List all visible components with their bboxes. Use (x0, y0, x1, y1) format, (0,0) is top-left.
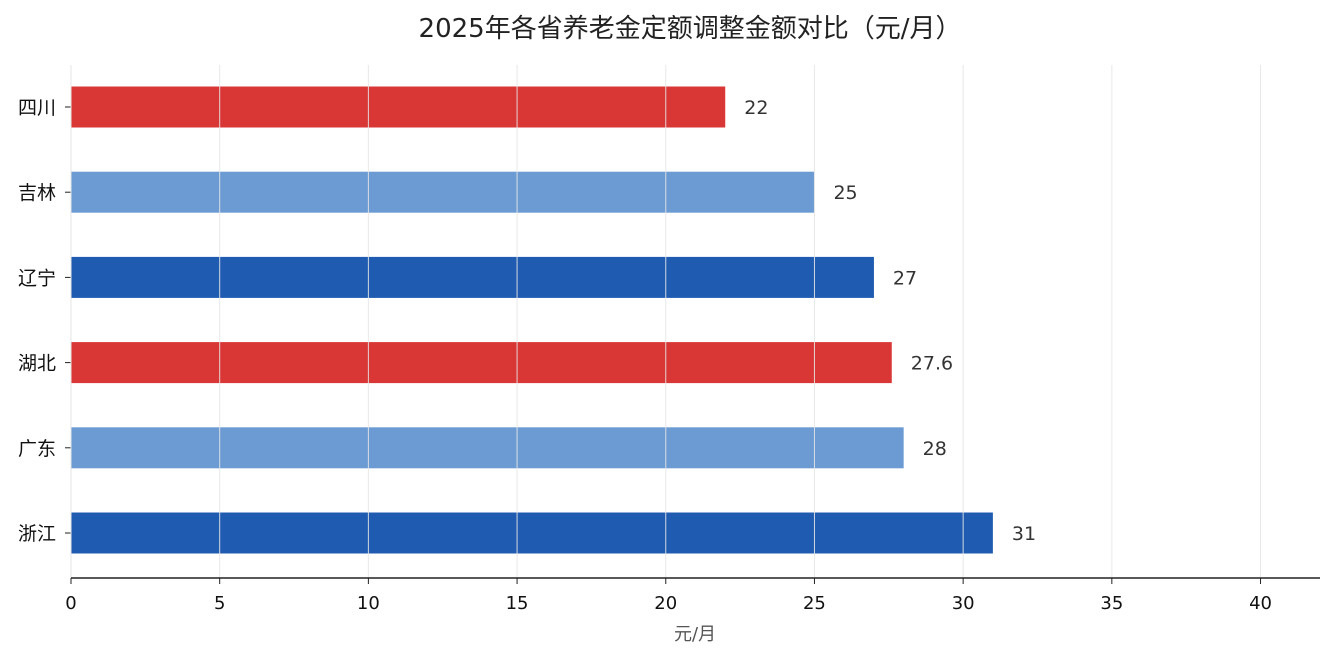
x-tick-label-8: 40 (1249, 593, 1272, 614)
x-axis-label: 元/月 (674, 624, 716, 645)
bar-3 (71, 342, 892, 384)
category-label-0: 四川 (18, 97, 56, 119)
category-label-4: 广东 (18, 438, 56, 460)
value-label-2: 27 (893, 267, 917, 289)
bar-4 (71, 427, 904, 469)
value-labels: 22 25 27 27.6 28 31 (744, 97, 1036, 545)
value-label-4: 28 (923, 438, 947, 460)
gridlines (219, 65, 1262, 578)
x-tick-label-7: 35 (1100, 593, 1123, 614)
chart-title: 2025年各省养老金定额调整金额对比（元/月） (419, 14, 962, 44)
x-tick-label-4: 20 (654, 593, 677, 614)
category-label-3: 湖北 (18, 353, 56, 375)
bar-0 (71, 86, 726, 128)
x-tick-label-3: 15 (506, 593, 529, 614)
x-tick-label-5: 25 (803, 593, 826, 614)
bar-1 (71, 171, 815, 213)
value-label-5: 31 (1012, 523, 1036, 545)
bars (71, 86, 993, 554)
x-tick-label-1: 5 (214, 593, 225, 614)
value-label-1: 25 (833, 182, 857, 204)
x-tick-label-6: 30 (952, 593, 975, 614)
bar-2 (71, 256, 874, 298)
x-tick-label-2: 10 (357, 593, 380, 614)
category-label-1: 吉林 (18, 182, 56, 204)
category-label-2: 辽宁 (18, 267, 56, 289)
x-axis: 0 5 10 15 20 25 30 35 40 (65, 577, 1320, 614)
value-label-0: 22 (744, 97, 768, 119)
bar-5 (71, 512, 993, 554)
value-label-3: 27.6 (911, 353, 953, 375)
x-tick-label-0: 0 (65, 593, 76, 614)
category-label-5: 浙江 (18, 523, 56, 545)
